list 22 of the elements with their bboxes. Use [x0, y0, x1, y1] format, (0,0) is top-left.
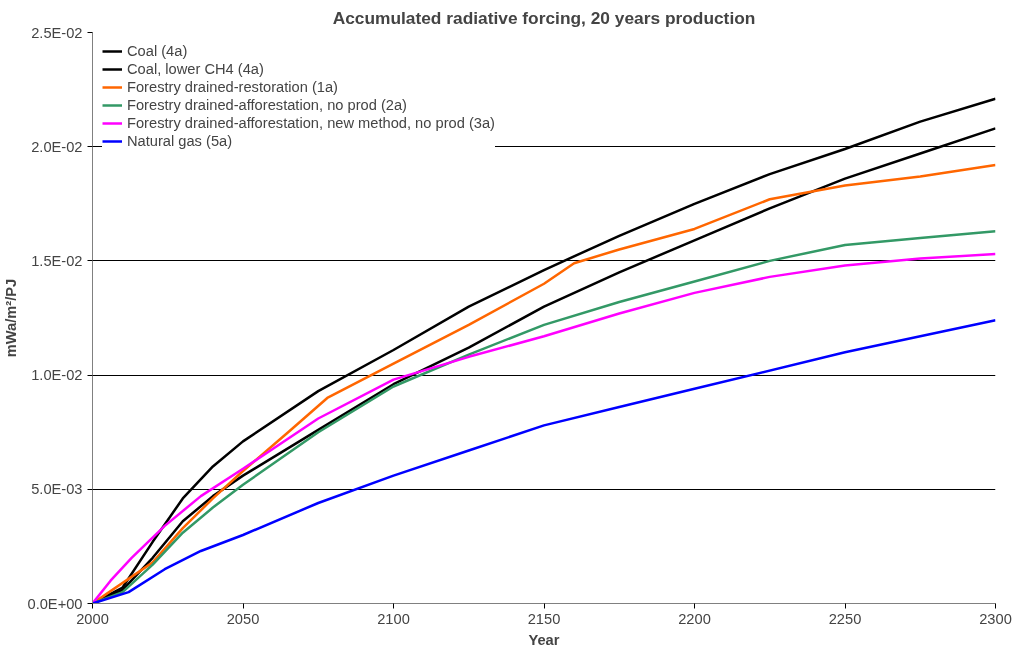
legend-label: Forestry drained-afforestation, new method, no prod (3a) [127, 114, 495, 132]
x-tick-label: 2300 [979, 610, 1012, 627]
legend-label: Forestry drained-restoration (1a) [127, 78, 338, 96]
x-axis-title: Year [528, 631, 560, 648]
legend-label: Coal, lower CH4 (4a) [127, 60, 264, 78]
x-tick-label: 2000 [76, 610, 109, 627]
y-tick-label: 2.0E-02 [31, 138, 83, 155]
y-axis-title: mWa/m²/PJ [3, 278, 20, 358]
y-tick-label: 5.0E-03 [31, 481, 83, 498]
legend-label: Natural gas (5a) [127, 132, 233, 150]
y-tick-label: 0.0E+00 [27, 595, 83, 612]
legend-label: Forestry drained-afforestation, no prod (2a) [127, 96, 407, 114]
x-tick-label: 2250 [828, 610, 862, 627]
y-tick-label: 1.5E-02 [31, 252, 83, 269]
x-tick-label: 2050 [226, 610, 260, 627]
x-tick-label: 2150 [527, 610, 561, 627]
legend-label: Coal (4a) [127, 42, 188, 60]
y-tick-label: 2.5E-02 [31, 24, 83, 41]
x-tick-label: 2200 [678, 610, 711, 627]
chart-title: Accumulated radiative forcing, 20 years production [332, 7, 756, 28]
y-tick-label: 1.0E-02 [31, 367, 83, 384]
x-tick-label: 2100 [377, 610, 410, 627]
